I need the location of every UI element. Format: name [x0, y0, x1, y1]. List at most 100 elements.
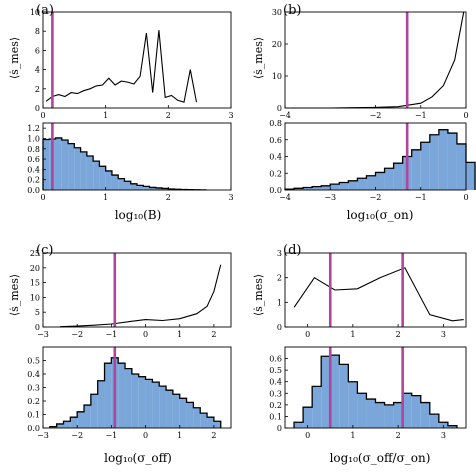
- x-tick-label: −1: [415, 193, 427, 202]
- hist-bar: [118, 363, 126, 428]
- hist-bar: [105, 170, 112, 190]
- hist-bar: [357, 393, 367, 428]
- hist-bar: [125, 368, 132, 428]
- x-tick-label: 2: [211, 330, 216, 339]
- x-tick-label: −2: [71, 431, 83, 440]
- y-tick-label: 0.4: [27, 370, 40, 379]
- y-tick-label: 0: [35, 323, 40, 332]
- hist-bar: [63, 421, 71, 428]
- series-line: [45, 30, 198, 103]
- y-tick-label: 15: [30, 279, 40, 288]
- hist-bar: [207, 417, 214, 428]
- plot-4: −4 −3 −2 −1 0 0.0 0.2 0.4 0.6 0.8: [269, 119, 476, 202]
- series-line: [293, 267, 464, 322]
- x-tick-label: 1: [103, 111, 108, 120]
- y-tick-label: 1: [277, 298, 282, 307]
- y-tick-label: 0: [35, 104, 40, 113]
- hist-bar: [466, 162, 476, 190]
- plot-7: 0 1 2 3 0 1 2 3: [277, 249, 467, 339]
- hist-bar: [138, 376, 146, 428]
- series-line: [285, 11, 465, 109]
- x-tick-label: −4: [279, 111, 291, 120]
- hist-bar: [357, 178, 367, 190]
- x-tick-label: −3: [37, 431, 49, 440]
- hist-bar: [447, 133, 457, 190]
- hist-bar: [111, 175, 119, 190]
- x-tick-label: 1: [103, 193, 108, 202]
- xlabel-d: log₁₀(σ_off/σ_on): [330, 451, 431, 465]
- x-tick-label: −3: [324, 193, 336, 202]
- hist-bar: [90, 394, 98, 428]
- hist-bar: [339, 182, 349, 190]
- hist-bar: [303, 407, 313, 428]
- ylabel-c: ⟨ṡ_mes⟩: [8, 274, 21, 316]
- hist-bar: [384, 168, 394, 190]
- hist-bar: [393, 402, 403, 428]
- hist-outline: [284, 129, 476, 190]
- hist-outline: [42, 137, 207, 191]
- x-tick-label: 3: [228, 193, 233, 202]
- hist-bar: [393, 163, 403, 190]
- y-tick-label: 0.2: [269, 401, 282, 410]
- hist-bar: [321, 356, 331, 428]
- hist-bar: [420, 402, 430, 428]
- x-tick-label: 0: [305, 431, 310, 440]
- x-tick-label: 2: [396, 330, 401, 339]
- hist-bar: [172, 394, 180, 428]
- x-tick-label: −2: [71, 330, 83, 339]
- y-tick-label: 2: [277, 274, 282, 283]
- y-tick-label: 0.3: [27, 384, 40, 393]
- hist-bar: [447, 425, 457, 428]
- xlabel-b: log₁₀(σ_on): [347, 208, 414, 222]
- x-tick-label: 2: [396, 431, 401, 440]
- plot-8: 0 1 2 3 0 0.1 0.2 0.3 0.4 0.5 0.6: [269, 346, 467, 440]
- y-tick-label: 0: [277, 424, 282, 433]
- y-tick-label: 0.4: [27, 165, 40, 174]
- axes-frame: [284, 11, 467, 109]
- x-tick-label: 1: [350, 431, 355, 440]
- labels-layer: (a) (b) (c) (d) ⟨ṡ_mes⟩ ⟨ṡ_mes⟩ ⟨ṡ_mes⟩ …: [8, 3, 430, 465]
- hist-outline: [293, 354, 458, 428]
- axes-frame: [284, 252, 467, 328]
- y-tick-label: 0.0: [27, 424, 40, 433]
- hist-bar: [149, 187, 156, 190]
- hist-bar: [330, 184, 340, 190]
- hist-bar: [348, 180, 358, 190]
- hist-bar: [179, 398, 187, 428]
- axes-frame: [42, 11, 232, 109]
- y-tick-label: 0.8: [269, 119, 282, 128]
- y-tick-label: 0.4: [269, 378, 282, 387]
- x-tick-label: 0: [463, 193, 468, 202]
- panel-label-a: (a): [36, 3, 54, 18]
- panel-label-d: (d): [283, 243, 301, 258]
- x-tick-label: −3: [37, 330, 49, 339]
- hist-bar: [429, 414, 439, 428]
- axes-frame: [42, 252, 232, 328]
- x-tick-label: −2: [370, 111, 382, 120]
- hist-bar: [99, 166, 106, 190]
- hist-bar: [411, 149, 421, 190]
- hist-bar: [429, 134, 439, 190]
- xlabel-a: log₁₀(B): [115, 208, 162, 222]
- hist-bar: [80, 151, 87, 190]
- y-tick-label: 0.0: [27, 186, 40, 195]
- hist-bar: [131, 374, 139, 428]
- hist-bar: [303, 187, 313, 190]
- hist-bar: [186, 402, 194, 428]
- y-tick-label: 8: [35, 27, 40, 36]
- hist-bar: [97, 380, 105, 428]
- y-tick-label: 0.5: [269, 366, 282, 375]
- hist-bar: [330, 355, 340, 428]
- hist-bar: [200, 413, 208, 428]
- y-tick-label: 0: [277, 104, 282, 113]
- x-tick-label: 3: [441, 330, 446, 339]
- hist-outline: [49, 357, 222, 428]
- x-tick-label: 0: [143, 330, 148, 339]
- y-tick-label: 0.2: [269, 169, 282, 178]
- axes-frame: [42, 122, 232, 191]
- y-tick-label: 0.0: [269, 186, 282, 195]
- x-tick-label: −2: [370, 193, 382, 202]
- panel-label-b: (b): [283, 3, 301, 18]
- hist-bar: [321, 185, 331, 190]
